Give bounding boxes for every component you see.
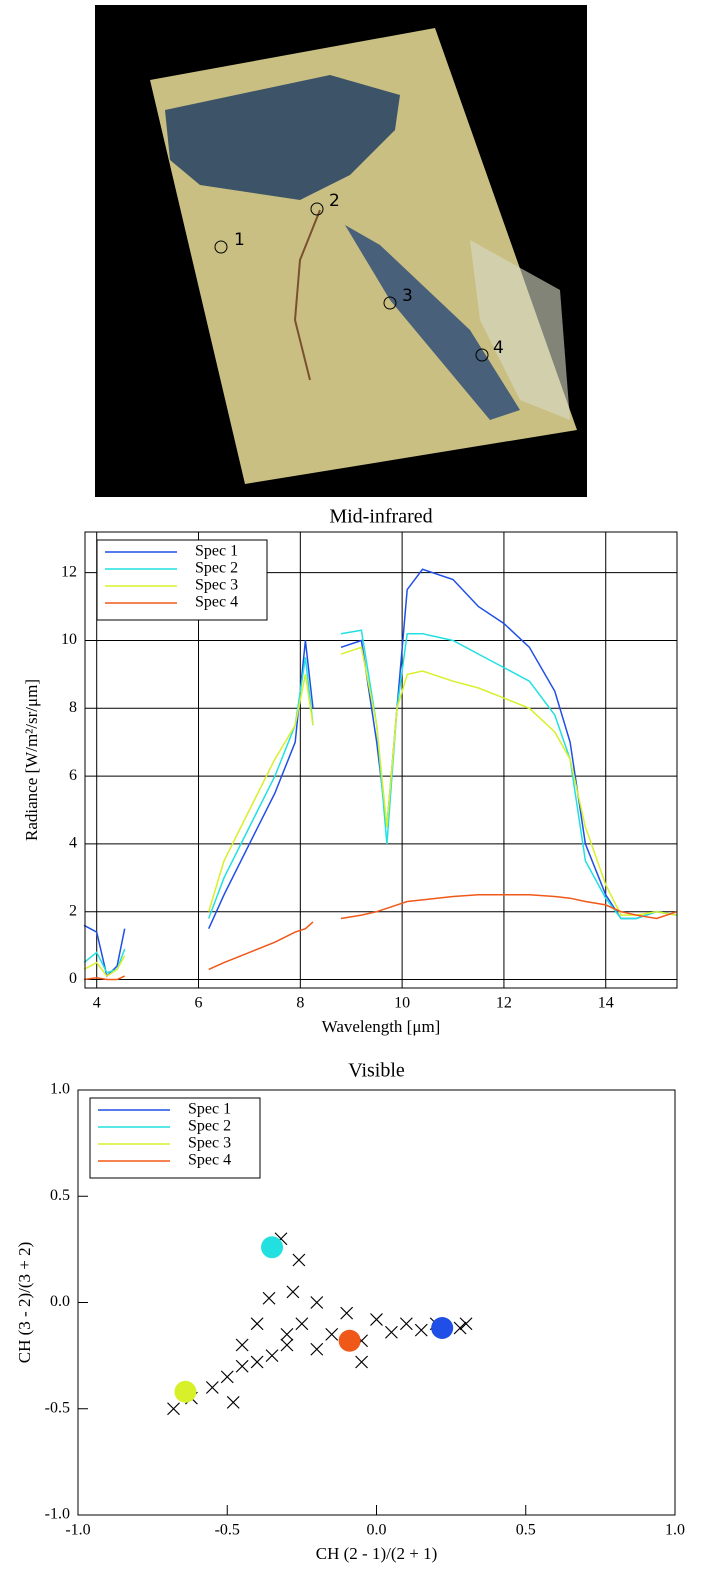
y-tick-label: 6 xyxy=(69,767,77,784)
y-axis-label: CH (3 - 2)/(3 + 2) xyxy=(15,1242,34,1363)
y-tick-label: 12 xyxy=(61,563,77,580)
series-line xyxy=(83,629,678,974)
x-tick-label: -1.0 xyxy=(65,1522,90,1539)
x-tick-label: 0.0 xyxy=(367,1522,387,1539)
satellite-image: 1 2 3 4 xyxy=(95,5,587,497)
marker-label: 3 xyxy=(402,286,413,306)
marker-label: 2 xyxy=(329,191,340,211)
point-marker xyxy=(226,1395,240,1409)
marker-circle xyxy=(383,296,397,310)
point-marker xyxy=(235,1359,249,1373)
point-marker xyxy=(355,1355,368,1369)
spec-point xyxy=(261,1236,284,1259)
marker-circle xyxy=(475,348,489,362)
legend-label: Spec 1 xyxy=(188,1101,231,1118)
point-marker xyxy=(220,1370,234,1384)
y-tick-label: 8 xyxy=(69,699,77,716)
point-marker xyxy=(453,1321,467,1335)
legend-label: Spec 1 xyxy=(195,543,238,560)
point-marker xyxy=(280,1338,294,1352)
point-marker xyxy=(340,1306,354,1320)
plot-frame xyxy=(77,1089,676,1516)
point-marker xyxy=(250,1355,264,1369)
legend-label: Spec 2 xyxy=(195,560,238,577)
marker-circle xyxy=(214,240,228,254)
point-marker xyxy=(265,1349,279,1363)
point-marker xyxy=(250,1317,264,1331)
x-tick-label: 12 xyxy=(496,995,512,1012)
legend-box xyxy=(96,539,268,621)
y-tick-label: 10 xyxy=(61,631,77,648)
point-marker xyxy=(295,1317,309,1331)
x-tick-label: 8 xyxy=(296,995,304,1012)
x-tick-label: 6 xyxy=(195,995,203,1012)
x-tick-label: 10 xyxy=(394,995,410,1012)
x-tick-label: 0.5 xyxy=(516,1522,536,1539)
series-line xyxy=(83,646,678,978)
point-marker xyxy=(325,1327,339,1341)
chart-title: Visible xyxy=(348,1060,405,1082)
x-tick-label: 4 xyxy=(93,995,101,1012)
y-axis-label: Radiance [W/m²/sr/μm] xyxy=(22,679,41,841)
legend-label: Spec 3 xyxy=(195,577,238,594)
point-marker xyxy=(235,1338,249,1352)
point-marker xyxy=(310,1296,324,1309)
legend-label: Spec 4 xyxy=(188,1152,231,1169)
y-tick-label: 0 xyxy=(69,970,77,987)
point-marker xyxy=(280,1327,294,1341)
point-marker xyxy=(459,1317,473,1331)
spec-point xyxy=(431,1317,454,1339)
x-tick-label: -0.5 xyxy=(215,1522,240,1539)
river xyxy=(293,209,321,381)
legend-label: Spec 3 xyxy=(188,1135,231,1152)
y-tick-label: -0.5 xyxy=(45,1399,70,1416)
legend-box xyxy=(89,1097,261,1179)
clouds xyxy=(470,240,570,420)
y-tick-label: 0.5 xyxy=(50,1187,70,1204)
y-tick-label: 1.0 xyxy=(50,1081,70,1098)
x-tick-label: 14 xyxy=(598,995,614,1012)
sea xyxy=(165,75,400,200)
point-marker xyxy=(385,1325,398,1339)
spec-point xyxy=(174,1380,197,1403)
legend-label: Spec 2 xyxy=(188,1118,231,1135)
point-marker xyxy=(370,1313,383,1326)
y-tick-label: 2 xyxy=(69,902,77,919)
marker-label: 4 xyxy=(493,338,504,358)
x-axis-label: CH (2 - 1)/(2 + 1) xyxy=(316,1544,437,1563)
point-marker xyxy=(205,1381,219,1394)
point-marker xyxy=(292,1253,306,1267)
y-tick-label: -1.0 xyxy=(45,1506,70,1523)
point-marker xyxy=(262,1291,276,1305)
point-marker xyxy=(286,1285,300,1299)
chart-title: Mid-infrared xyxy=(329,506,432,528)
point-marker xyxy=(310,1342,324,1356)
y-tick-label: 0.0 xyxy=(50,1293,70,1310)
red-sea xyxy=(345,225,520,420)
spec-point xyxy=(338,1329,361,1352)
legend-label: Spec 4 xyxy=(195,594,238,611)
marker-circle xyxy=(310,202,324,216)
point-marker xyxy=(167,1402,180,1416)
point-marker xyxy=(399,1317,413,1331)
marker-label: 1 xyxy=(234,230,245,250)
point-marker xyxy=(414,1323,428,1337)
series-line xyxy=(83,894,678,981)
plot-frame xyxy=(84,531,678,989)
x-tick-label: 1.0 xyxy=(665,1522,685,1539)
y-tick-label: 4 xyxy=(69,835,77,852)
x-axis-label: Wavelength [μm] xyxy=(322,1017,441,1036)
